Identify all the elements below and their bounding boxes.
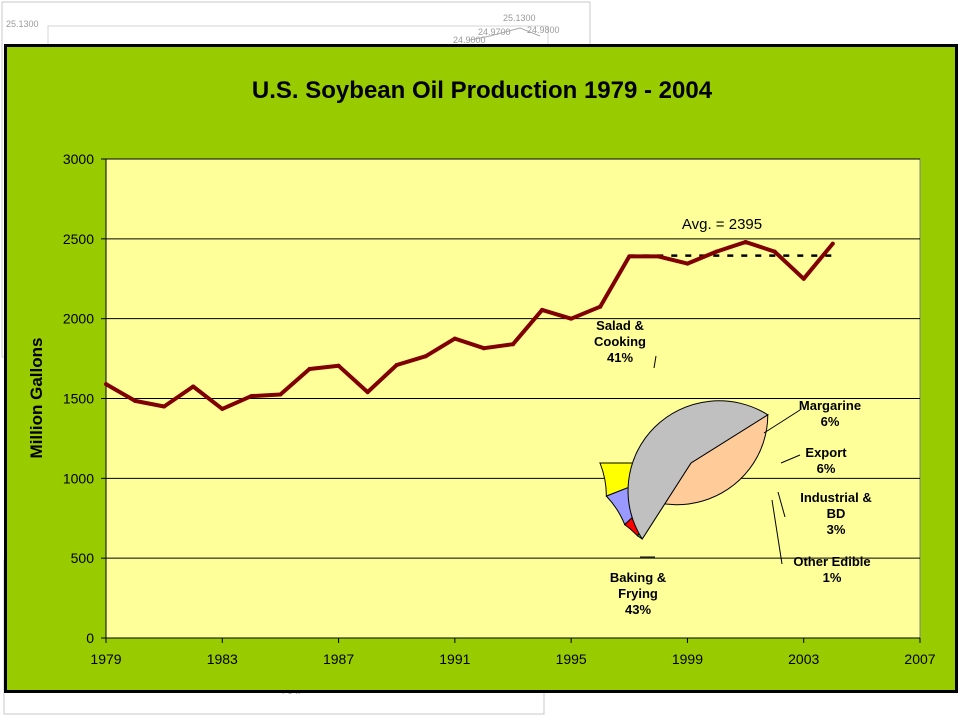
data-point (191, 384, 196, 389)
x-tick-label: 1987 (323, 651, 354, 667)
data-point (249, 394, 254, 399)
pie-leader-line (777, 491, 786, 518)
data-point (830, 241, 835, 246)
y-tick-label: 1000 (63, 470, 94, 486)
pie-leader-line (780, 454, 801, 464)
data-point (278, 392, 283, 397)
pie-label-line: 6% (817, 461, 836, 476)
data-point (801, 276, 806, 281)
pie-label: Industrial & BD 3% (800, 490, 872, 537)
pie-label: Margarine 6% (799, 398, 861, 429)
pie-label-line: Frying (618, 586, 658, 601)
plot-area: 0 500 1000 1500 2000 2500 3000 1979 1983 1987 1991… (63, 151, 936, 667)
data-point (772, 249, 777, 254)
data-point (452, 336, 457, 341)
y-tick-label: 2000 (63, 311, 94, 327)
y-axis-label: Million Gallons (27, 338, 46, 459)
y-tick-label: 0 (86, 630, 94, 646)
pie-label: Baking & Frying 43% (610, 570, 666, 617)
background-number: 24.9000 (453, 35, 486, 45)
x-tick-label: 1983 (207, 651, 238, 667)
data-point (104, 382, 108, 387)
pie-leader-line (653, 355, 657, 369)
data-point (743, 240, 748, 245)
x-tick-label: 1991 (439, 651, 470, 667)
average-label: Avg. = 2395 (682, 216, 762, 233)
pie-label-line: 43% (625, 602, 651, 617)
y-tick-label: 2500 (63, 231, 94, 247)
y-tick-label: 1500 (63, 391, 94, 407)
data-point (307, 366, 312, 371)
pie-label-line: Export (805, 445, 847, 460)
pie-label-line: BD (827, 506, 846, 521)
x-tick-label: 1999 (672, 651, 703, 667)
data-point (162, 404, 167, 409)
pie-label: Export 6% (805, 445, 847, 476)
data-point (511, 342, 515, 347)
pie-label-line: Cooking (594, 334, 646, 349)
data-point (365, 390, 370, 395)
data-point (569, 316, 574, 321)
pie-label-line: Other Edible (793, 554, 870, 569)
data-point (423, 354, 428, 359)
data-point (336, 363, 341, 368)
pie-label-line: Baking & (610, 570, 666, 585)
background-number: 24.9700 (478, 27, 511, 37)
pie-slice (627, 400, 769, 540)
background-line (469, 27, 541, 41)
pie-chart: Salad & Cooking 41%Margarine 6%Export 6%Indu… (594, 318, 872, 617)
x-tick-label: 1979 (90, 651, 121, 667)
data-point (598, 304, 603, 309)
pie-label-line: 41% (607, 350, 633, 365)
pie-leader-line (763, 409, 801, 434)
pie-label-line: Margarine (799, 398, 861, 413)
data-point (685, 261, 690, 266)
data-point (394, 362, 399, 367)
data-point (220, 406, 225, 411)
pie-label-line: Industrial & (800, 490, 872, 505)
background-number: 24.9800 (527, 25, 560, 35)
data-point (540, 307, 545, 312)
y-tick-label: 3000 (63, 151, 94, 167)
pie-label: Other Edible 1% (793, 554, 870, 585)
pie-label-line: 3% (827, 522, 846, 537)
background-number: 25.1300 (6, 19, 39, 29)
data-point (627, 254, 632, 259)
background-number: 25.1300 (503, 13, 536, 23)
data-point (133, 398, 138, 403)
pie-label-line: 1% (823, 570, 842, 585)
pie-label: Salad & Cooking 41% (594, 318, 646, 365)
x-tick-label: 2007 (904, 651, 935, 667)
x-tick-label: 2003 (788, 651, 819, 667)
data-point (481, 346, 486, 351)
data-point (656, 254, 661, 259)
chart-title: U.S. Soybean Oil Production 1979 - 2004 (252, 77, 713, 104)
pie-leader-line (771, 499, 783, 565)
x-tick-label: 1995 (556, 651, 587, 667)
series-line (105, 240, 835, 411)
pie-label-line: Salad & (596, 318, 644, 333)
pie-label-line: 6% (821, 414, 840, 429)
data-point (714, 249, 719, 254)
y-tick-label: 500 (71, 550, 95, 566)
